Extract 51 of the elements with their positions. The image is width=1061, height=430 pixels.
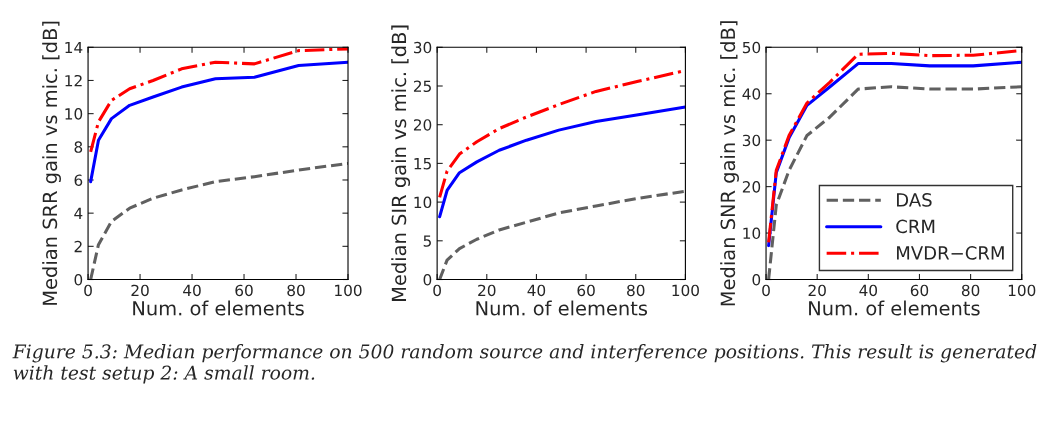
caption: Figure 5.3: Median performance on 500 random source and interference positions. This result is generated with test setup 2: A small room. [12,344,1037,384]
y-tick-label: 50 [742,41,761,54]
x-tick-label: 0 [84,284,92,297]
y-tick-label: 6 [74,174,83,187]
y-tick-label: 4 [74,207,83,219]
y-tick-label: 20 [742,181,761,193]
x-axis-title: Num. of elements [476,300,648,316]
y-tick-label: 30 [742,134,761,147]
x-tick-label: 100 [1008,284,1036,297]
x-tick-label: 100 [672,284,699,297]
x-tick-label: 60 [577,284,595,297]
y-axis-title: Median SIR gain vs mic. [dB] [391,25,411,301]
line-series [89,60,349,184]
y-axis-title: Median SNR gain vs mic. [dB] [720,21,739,306]
x-tick-label: 20 [478,284,496,297]
y-tick-label: 15 [414,158,431,170]
line-series [438,105,686,219]
x-tick-label: 100 [335,284,362,297]
x-tick-label: 60 [910,284,929,297]
legend-label: MVDR−CRM [897,246,1004,260]
y-tick-label: 10 [743,227,761,240]
legend-label: CRM [896,219,935,234]
y-tick-label: 30 [413,41,432,54]
legend-label: DAS [897,193,932,207]
y-tick-label: 2 [74,240,82,253]
y-tick-label: 25 [413,80,431,93]
x-axis-title: Num. of elements [809,300,980,316]
y-tick-label: 0 [423,273,432,286]
y-tick-label: 12 [65,74,82,87]
y-tick-label: 40 [742,88,761,100]
x-tick-label: 20 [808,284,826,297]
y-tick-label: 20 [413,119,432,131]
x-tick-label: 20 [131,284,149,297]
x-tick-label: 40 [527,284,546,297]
x-axis-title: Num. of elements [133,300,304,316]
y-tick-label: 0 [74,273,83,286]
x-tick-label: 40 [183,284,201,297]
y-tick-label: 8 [74,141,83,153]
y-tick-label: 10 [414,196,432,209]
x-tick-label: 0 [762,284,770,297]
x-tick-label: 80 [287,284,305,297]
x-tick-label: 80 [961,284,980,297]
y-tick-label: 10 [65,108,83,120]
y-tick-label: 5 [423,235,431,247]
x-tick-label: 60 [235,284,253,297]
x-tick-label: 80 [627,284,645,297]
y-tick-label: 0 [752,273,761,286]
x-tick-label: 0 [433,284,441,297]
x-tick-label: 40 [859,284,878,297]
y-tick-label: 14 [65,41,83,54]
y-axis-title: Median SRR gain vs mic. [dB] [42,21,61,305]
